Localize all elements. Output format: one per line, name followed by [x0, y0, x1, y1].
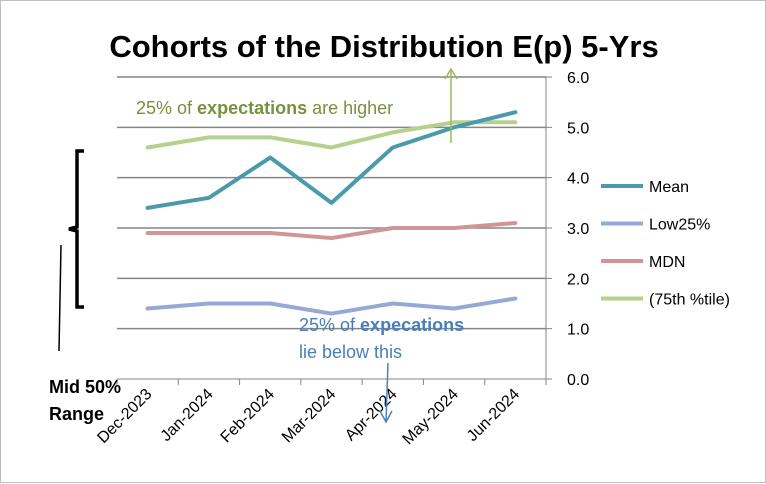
series-line-75th-tile: [145, 120, 518, 150]
series-line-low25: [145, 296, 518, 316]
range-bracket: [68, 149, 84, 309]
x-tick-label: Apr-2024: [342, 386, 401, 445]
x-tick-label: Feb-2024: [218, 386, 279, 447]
legend-label-mdn: MDN: [649, 254, 685, 271]
series-line-mdn: [145, 220, 518, 241]
annotation-upper-arrowhead-icon: [444, 67, 458, 80]
range-label-line2: Range: [49, 404, 104, 424]
annotation-lower-prefix: 25% of: [299, 315, 360, 335]
y-tick-label: 0.0: [567, 372, 589, 389]
annotation-upper-suffix: are higher: [307, 98, 393, 118]
y-tick-label: 3.0: [567, 221, 589, 238]
legend-label-75th-tile: (75th %tile): [649, 292, 730, 309]
x-tick-labels: Dec-2023 Jan-2024 Feb-2024 Mar-2024 Apr-2024…: [94, 379, 547, 448]
legend-label-low25: Low25%: [649, 217, 710, 234]
y-tick-label: 6.0: [567, 70, 589, 87]
annotation-upper: 25% of expectations are higher: [136, 98, 393, 118]
y-tick-label: 2.0: [567, 271, 589, 288]
annotation-upper-prefix: 25% of: [136, 98, 197, 118]
x-tick-label: Jun-2024: [464, 386, 523, 445]
range-label-line1: Mid 50%: [49, 377, 121, 397]
annotation-lower-arrow: [385, 362, 389, 422]
annotation-lower-bold: expecations: [360, 315, 464, 335]
series-line-mean: [145, 110, 518, 210]
annotation-lower-line2: lie below this: [299, 342, 402, 362]
x-tick-label: Mar-2024: [279, 386, 340, 447]
legend: Mean Low25% MDN (75th %tile): [601, 179, 730, 309]
legend-label-mean: Mean: [649, 179, 689, 196]
y-tick-label: 4.0: [567, 171, 589, 188]
x-tick-label: May-2024: [400, 386, 462, 448]
y-tick-label: 5.0: [567, 120, 589, 137]
annotation-lower: 25% of expecations: [299, 315, 464, 335]
grid-lines: [117, 76, 552, 380]
chart-title: Cohorts of the Distribution E(p) 5-Yrs: [109, 29, 658, 64]
x-tick-label: Jan-2024: [158, 386, 217, 445]
annotation-lower-arrowhead-icon: [379, 410, 393, 424]
range-pointer-line: [58, 244, 62, 352]
y-tick-label: 1.0: [567, 322, 589, 339]
y-tick-labels: 0.0 1.0 2.0 3.0 4.0 5.0 6.0: [567, 70, 589, 389]
annotation-upper-bold: expectations: [197, 98, 307, 118]
series-lines: [145, 110, 518, 316]
